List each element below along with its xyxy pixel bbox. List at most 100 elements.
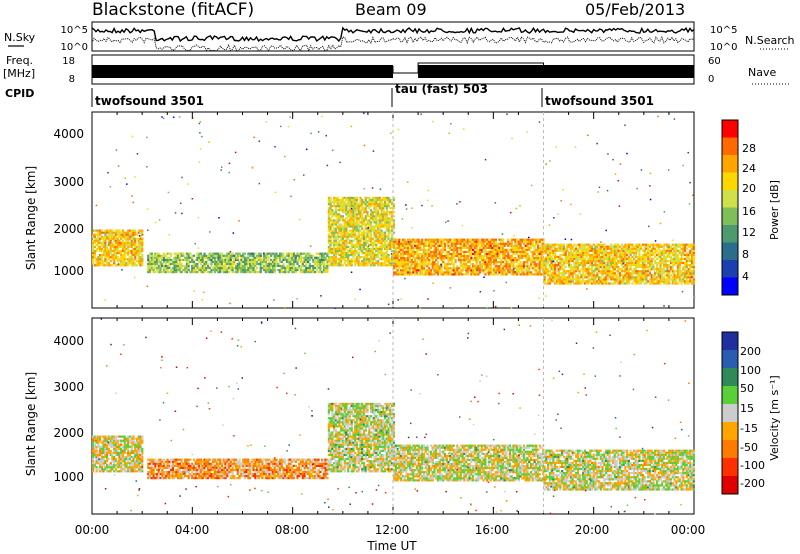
heatmap-cell — [554, 247, 557, 250]
heatmap-cell — [220, 260, 224, 263]
heatmap-cell — [666, 249, 669, 252]
heatmap-cell — [619, 276, 622, 279]
heatmap-cell — [650, 261, 653, 265]
heatmap-cell — [442, 257, 445, 260]
heatmap-cell — [104, 245, 107, 248]
heatmap-cell — [401, 238, 404, 241]
heatmap-cell — [528, 271, 531, 274]
heatmap-cell — [364, 254, 367, 257]
scatter-cell — [296, 298, 298, 300]
heatmap-cell — [312, 269, 315, 272]
heatmap-cell — [447, 271, 450, 274]
heatmap-cell — [498, 238, 501, 241]
scatter-cell — [614, 173, 617, 175]
heatmap-cell — [622, 266, 625, 269]
heatmap-cell — [382, 217, 385, 220]
heatmap-cell — [582, 261, 585, 265]
heatmap-cell — [436, 273, 440, 276]
heatmap-cell — [400, 252, 403, 256]
heatmap-cell — [371, 200, 374, 204]
heatmap-cell — [387, 254, 390, 257]
heatmap-cell — [436, 271, 440, 274]
heatmap-cell — [589, 280, 592, 283]
heatmap-cell — [428, 263, 431, 266]
heatmap-cell — [308, 262, 311, 266]
heatmap-cell — [615, 255, 618, 258]
heatmap-cell — [454, 267, 457, 270]
heatmap-cell — [415, 248, 418, 251]
heatmap-cell — [393, 254, 396, 258]
heatmap-cell — [331, 215, 334, 218]
heatmap-cell — [375, 249, 378, 253]
heatmap-cell — [545, 282, 548, 285]
heatmap-cell — [538, 246, 541, 249]
heatmap-cell — [245, 264, 248, 268]
heatmap-cell — [587, 259, 590, 263]
heatmap-cell — [526, 261, 529, 264]
heatmap-cell — [561, 253, 564, 256]
heatmap-cell — [303, 258, 306, 261]
heatmap-cell — [389, 258, 392, 261]
heatmap-cell — [385, 207, 388, 210]
heatmap-cell — [412, 254, 415, 258]
heatmap-cell — [132, 254, 135, 257]
heatmap-cell — [168, 256, 171, 259]
heatmap-cell — [298, 266, 301, 270]
heatmap-cell — [510, 273, 513, 276]
heatmap-cell — [524, 265, 527, 268]
heatmap-cell — [243, 256, 246, 259]
heatmap-cell — [198, 256, 201, 259]
heatmap-cell — [641, 253, 644, 256]
heatmap-cell — [659, 282, 662, 285]
heatmap-cell — [347, 231, 350, 234]
heatmap-cell — [354, 196, 357, 199]
heatmap-cell — [361, 215, 364, 218]
heatmap-cell — [664, 278, 667, 281]
heatmap-cell — [685, 270, 688, 273]
heatmap-cell — [515, 265, 519, 268]
heatmap-cell — [284, 266, 287, 270]
heatmap-cell — [489, 267, 492, 270]
heatmap-cell — [575, 245, 578, 248]
heatmap-cell — [535, 263, 538, 266]
heatmap-cell — [678, 249, 681, 252]
heatmap-cell — [564, 280, 567, 283]
heatmap-cell — [135, 237, 139, 240]
heatmap-cell — [475, 248, 478, 251]
heatmap-cell — [380, 258, 383, 261]
heatmap-cell — [373, 247, 376, 251]
heatmap-cell — [109, 252, 112, 255]
heatmap-cell — [657, 268, 660, 271]
heatmap-cell — [421, 263, 424, 266]
heatmap-cell — [419, 244, 422, 247]
heatmap-cell — [473, 257, 476, 260]
heatmap-cell — [97, 237, 100, 240]
heatmap-cell — [596, 243, 599, 246]
heatmap-cell — [524, 254, 527, 258]
heatmap-cell — [331, 249, 334, 253]
heatmap-cell — [610, 259, 613, 263]
heatmap-cell — [629, 274, 632, 277]
heatmap-cell — [654, 278, 657, 281]
heatmap-cell — [547, 257, 550, 261]
heatmap-cell — [521, 238, 524, 241]
heatmap-cell — [619, 251, 622, 254]
heatmap-cell — [636, 264, 639, 267]
heatmap-cell — [164, 271, 167, 274]
heatmap-cell — [277, 254, 280, 257]
heatmap-cell — [545, 259, 548, 263]
heatmap-cell — [343, 225, 346, 228]
heatmap-cell — [589, 264, 592, 267]
heatmap-cell — [382, 239, 385, 242]
heatmap-cell — [350, 233, 353, 236]
heatmap-cell — [310, 256, 313, 259]
heatmap-cell — [575, 282, 578, 285]
heatmap-cell — [92, 249, 95, 253]
heatmap-cell — [396, 254, 399, 258]
heatmap-cell — [503, 242, 506, 245]
heatmap-cell — [378, 229, 381, 232]
heatmap-cell — [305, 254, 308, 257]
heatmap-cell — [152, 269, 155, 272]
heatmap-cell — [114, 252, 117, 255]
heatmap-cell — [405, 273, 408, 276]
